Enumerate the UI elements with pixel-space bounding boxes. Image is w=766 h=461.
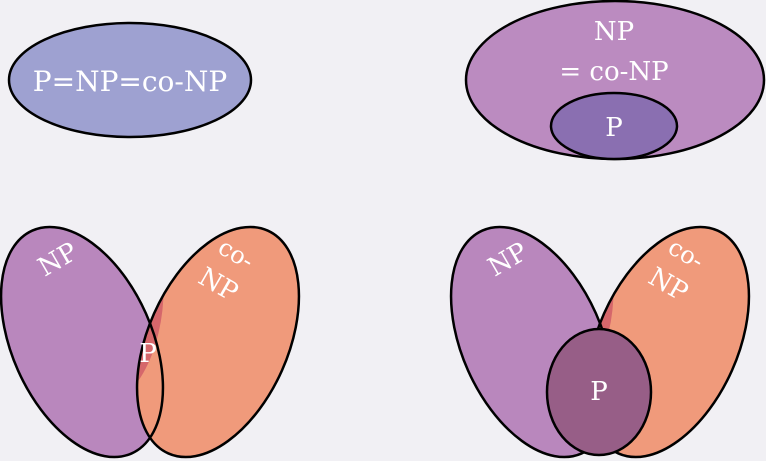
diagram-np-equals-conp: NP = co-NP P xyxy=(464,0,766,161)
diagram-p-strict-subset: NP co- NP P xyxy=(449,225,751,459)
diagram-p-equals-intersection: NP co- NP P xyxy=(0,225,301,459)
conp-label: = co-NP xyxy=(559,57,668,87)
p-label: P xyxy=(590,377,608,407)
np-label: NP xyxy=(594,17,634,47)
diagram-all-equal: P=NP=co-NP xyxy=(7,21,253,139)
equal-class-ellipse xyxy=(7,21,253,139)
p-label: P xyxy=(139,339,157,369)
p-ellipse xyxy=(545,327,653,457)
p-label: P xyxy=(605,113,623,143)
conp-ellipse xyxy=(137,226,299,458)
np-ellipse xyxy=(1,226,163,458)
p-ellipse xyxy=(549,91,679,161)
equal-label: P=NP=co-NP xyxy=(33,65,227,98)
